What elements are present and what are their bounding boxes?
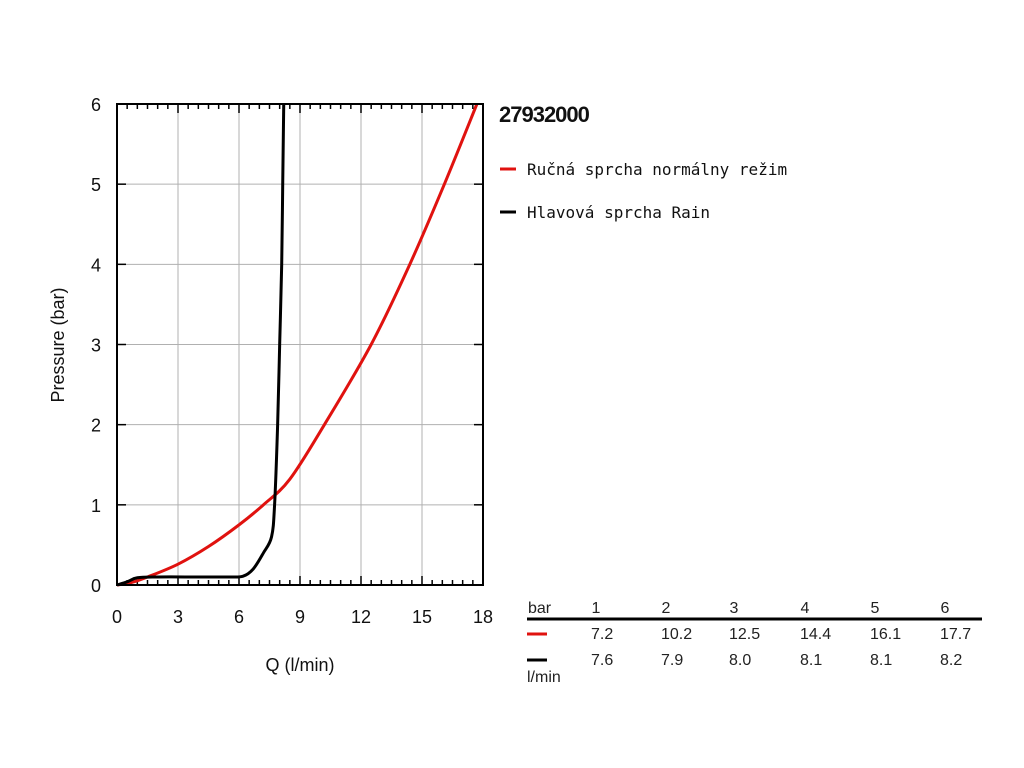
table-header-cell: 6 [941, 600, 950, 617]
table-cell: 17.7 [940, 626, 971, 643]
table-header-cell: 2 [662, 600, 671, 617]
y-tick-label: 5 [91, 175, 101, 195]
table-cell: 7.9 [661, 652, 683, 669]
x-tick-label: 3 [173, 607, 183, 627]
x-tick-label: 0 [112, 607, 122, 627]
legend-label: Hlavová sprcha Rain [527, 203, 710, 222]
table-cell: 8.1 [870, 652, 892, 669]
table-cell: 8.1 [800, 652, 822, 669]
legend: Ručná sprcha normálny režim Hlavová sprch… [500, 160, 787, 222]
table-cell: 12.5 [729, 626, 760, 643]
y-tick-label: 4 [91, 255, 101, 275]
table-cell: 10.2 [661, 626, 692, 643]
plot-frame [116, 103, 484, 586]
table-cell: 8.2 [940, 652, 962, 669]
table-cell: 8.0 [729, 652, 751, 669]
x-tick-label: 15 [412, 607, 432, 627]
series-line-2 [116, 103, 286, 587]
table-cell: 7.6 [591, 652, 613, 669]
table-header-cell: 1 [592, 600, 601, 617]
x-tick-label: 12 [351, 607, 371, 627]
y-tick-label: 0 [91, 576, 101, 596]
chart-title: 27932000 [499, 102, 590, 127]
x-tick-label: 9 [295, 607, 305, 627]
y-tick-label: 6 [91, 95, 101, 115]
table-cell: 16.1 [870, 626, 901, 643]
table-header-cell: 4 [801, 600, 810, 617]
table-header-cell: 5 [871, 600, 880, 617]
x-axis-title: Q (l/min) [266, 655, 335, 675]
y-tick-label: 1 [91, 496, 101, 516]
y-axis-title: Pressure (bar) [48, 287, 68, 402]
table-unit-label: l/min [527, 669, 561, 686]
table-header-label: bar [528, 600, 552, 617]
table-header-cell: 3 [730, 600, 739, 617]
legend-label: Ručná sprcha normálny režim [527, 160, 787, 179]
series-lines [116, 103, 479, 587]
x-tick-label: 6 [234, 607, 244, 627]
table-cell: 7.2 [591, 626, 613, 643]
grid [117, 104, 483, 585]
flow-table: bar 1 2 3 4 5 6 7.2 10.2 12.5 14.4 16.1 17.7 7.6 7.9 8.… [527, 600, 982, 686]
x-tick-label: 18 [473, 607, 493, 627]
y-tick-label: 2 [91, 416, 101, 436]
table-cell: 14.4 [800, 626, 831, 643]
y-tick-label: 3 [91, 336, 101, 356]
